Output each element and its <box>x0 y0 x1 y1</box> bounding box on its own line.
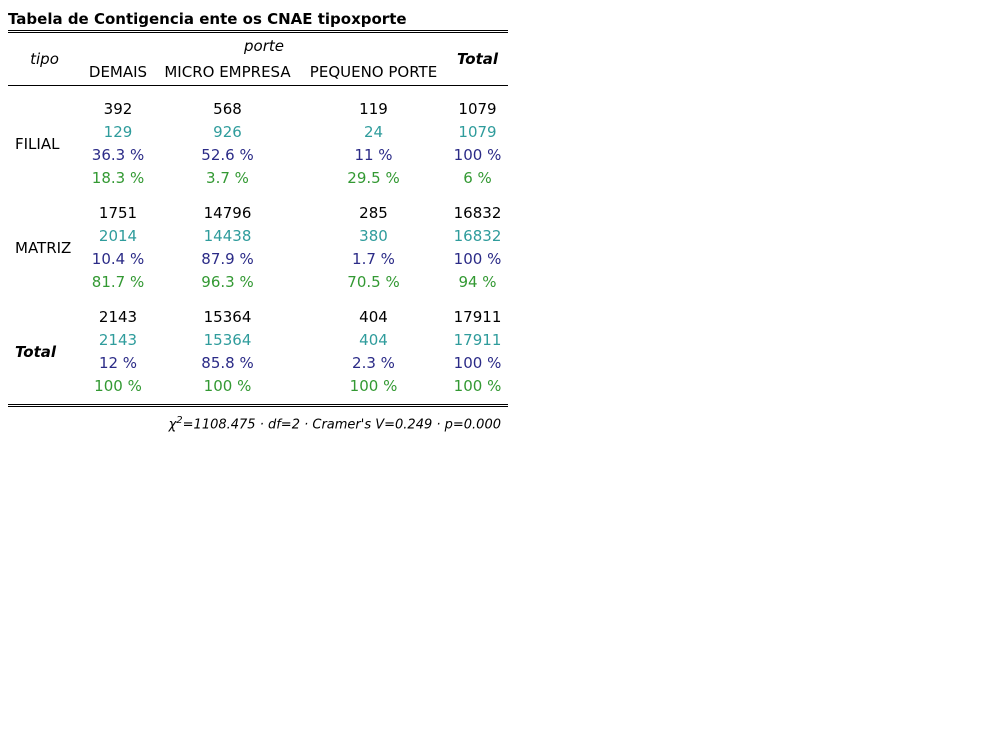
cell-observed: 14796 <box>203 204 252 222</box>
cell-observed: 1751 <box>98 204 138 222</box>
cell-row-percent: 52.6 % <box>201 146 254 164</box>
column-header-micro-empresa: MICRO EMPRESA <box>155 59 300 86</box>
cell-expected: 24 <box>363 123 384 141</box>
cell-row-percent: 36.3 % <box>91 146 145 164</box>
cell-observed: 568 <box>213 100 242 118</box>
contingency-table: tipo porte Total DEMAIS MICRO EMPRESA PE… <box>8 30 508 408</box>
cell-expected: 14438 <box>203 227 252 245</box>
cell-observed: 392 <box>103 100 133 118</box>
statistics-text: =1108.475 · df=2 · Cramer's V=0.249 · p=… <box>182 417 501 433</box>
table-title: Tabela de Contigencia ente os CNAE tipox… <box>8 10 407 28</box>
cell-row-percent: 10.4 % <box>91 250 145 268</box>
cell-observed: 404 <box>359 308 388 326</box>
cell-column-percent-total: 94 % <box>458 273 497 291</box>
cell-observed-total: 17911 <box>453 308 502 326</box>
cell-column-percent: 96.3 % <box>201 273 254 291</box>
cell-observed: 2143 <box>98 308 138 326</box>
cell-row-percent: 12 % <box>98 354 138 372</box>
row-label-matriz: MATRIZ <box>15 238 72 257</box>
cell-row-percent-total: 100 % <box>453 354 502 372</box>
cell-observed: 285 <box>359 204 388 222</box>
cell-expected: 129 <box>103 123 133 141</box>
cell-row-percent-total: 100 % <box>453 146 502 164</box>
cell-observed: 15364 <box>203 308 252 326</box>
cell-row-percent: 1.7 % <box>352 250 395 268</box>
cell-column-percent: 100 % <box>203 377 252 395</box>
total-column-header: Total <box>447 33 508 86</box>
cell-expected: 380 <box>359 227 388 245</box>
cell-expected-total: 17911 <box>453 331 502 349</box>
cell-expected: 404 <box>359 331 388 349</box>
cell-expected: 15364 <box>203 331 252 349</box>
column-header-pequeno-porte: PEQUENO PORTE <box>300 59 447 86</box>
cell-observed: 119 <box>359 100 388 118</box>
cell-column-percent-total: 100 % <box>453 377 502 395</box>
chi-symbol: χ <box>168 417 177 433</box>
cell-column-percent: 3.7 % <box>206 169 249 187</box>
column-variable-label: porte <box>244 37 284 55</box>
cell-expected: 2014 <box>98 227 138 245</box>
cell-expected-total: 1079 <box>458 123 497 141</box>
cell-row-percent: 85.8 % <box>201 354 254 372</box>
cell-expected: 2143 <box>98 331 138 349</box>
row-variable-label: tipo <box>8 33 81 86</box>
cell-column-percent-total: 6 % <box>463 169 492 187</box>
chi-square-statistics: χ2=1108.475 · df=2 · Cramer's V=0.249 · … <box>8 407 508 435</box>
column-header-demais: DEMAIS <box>81 59 155 86</box>
cell-expected: 926 <box>213 123 242 141</box>
cell-column-percent: 81.7 % <box>91 273 145 291</box>
row-label-total: Total <box>15 342 57 361</box>
chi-exponent: 2 <box>176 415 183 426</box>
cell-row-percent: 2.3 % <box>352 354 395 372</box>
row-label-filial: FILIAL <box>15 134 60 153</box>
cell-row-percent: 87.9 % <box>201 250 254 268</box>
cell-column-percent: 29.5 % <box>347 169 400 187</box>
cell-row-percent: 11 % <box>354 146 393 164</box>
cell-row-percent-total: 100 % <box>453 250 502 268</box>
cell-column-percent: 100 % <box>94 377 142 395</box>
cell-column-percent: 18.3 % <box>91 169 145 187</box>
cell-column-percent: 100 % <box>349 377 398 395</box>
cell-column-percent: 70.5 % <box>347 273 400 291</box>
cell-expected-total: 16832 <box>453 227 502 245</box>
contingency-table-container: Tabela de Contigencia ente os CNAE tipox… <box>8 8 508 435</box>
cell-observed-total: 16832 <box>453 204 502 222</box>
cell-observed-total: 1079 <box>458 100 497 118</box>
